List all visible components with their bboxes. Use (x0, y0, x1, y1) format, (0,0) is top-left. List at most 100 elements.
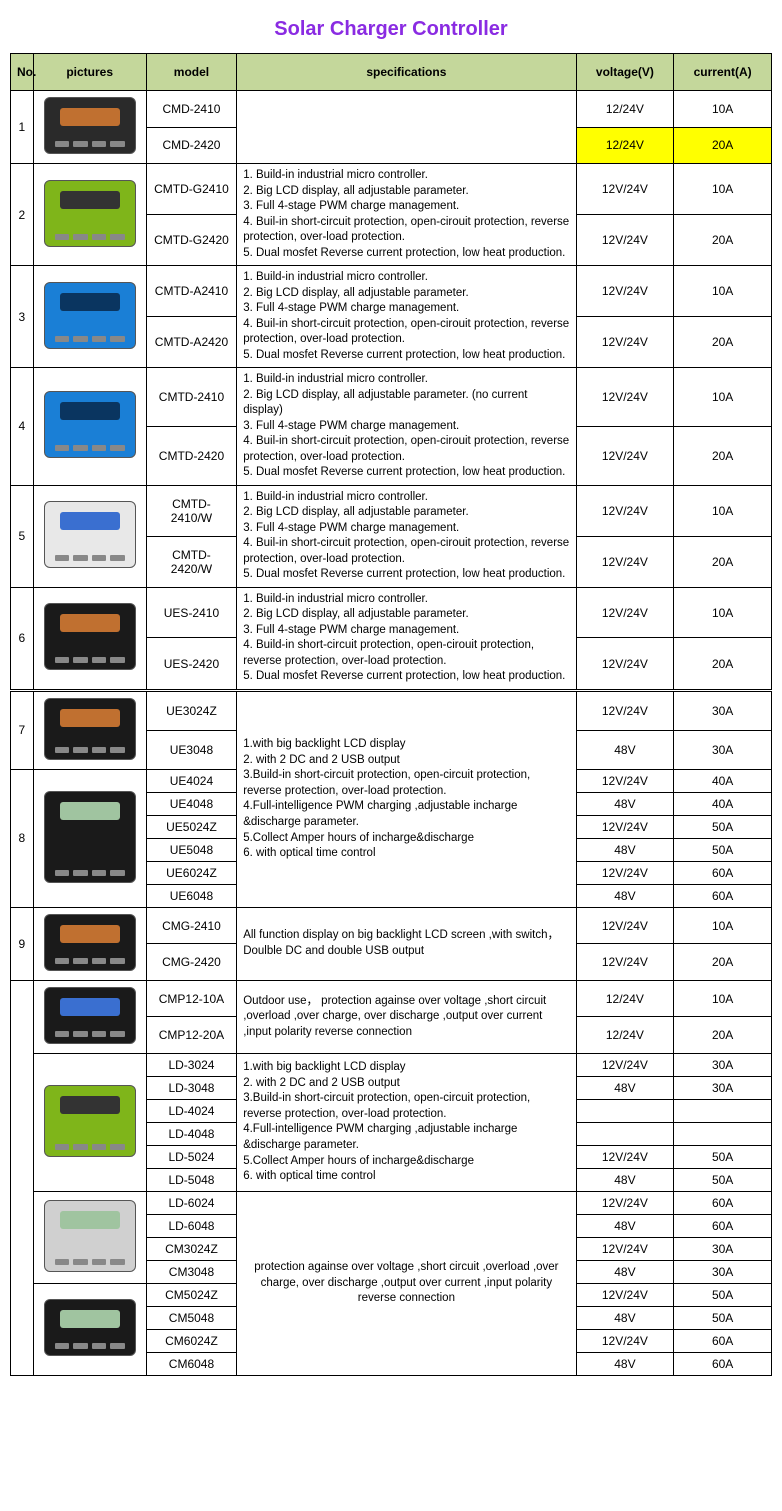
cell-current: 20A (674, 426, 772, 485)
cell-model: UE5048 (146, 838, 236, 861)
cell-model: CMTD-G2410 (146, 164, 236, 215)
cell-spec: Outdoor use， protection againse over vol… (237, 980, 576, 1053)
cell-current: 30A (674, 1260, 772, 1283)
cell-model: LD-5048 (146, 1168, 236, 1191)
cell-model: CM3048 (146, 1260, 236, 1283)
cell-model: CM5024Z (146, 1283, 236, 1306)
cell-spec: All function display on big backlight LC… (237, 907, 576, 980)
cell-current: 10A (674, 266, 772, 317)
cell-current: 20A (674, 536, 772, 587)
cell-voltage: 12V/24V (576, 907, 674, 944)
cell-voltage: 48V (576, 1168, 674, 1191)
table-row: 9 CMG-2410All function display on big ba… (11, 907, 772, 944)
table-row: LD-6024protection againse over voltage ,… (11, 1191, 772, 1214)
cell-voltage: 48V (576, 792, 674, 815)
cell-model: UE6048 (146, 884, 236, 907)
cell-current: 50A (674, 1283, 772, 1306)
product-image (44, 501, 136, 568)
cell-voltage: 12V/24V (576, 638, 674, 691)
cell-model: LD-3048 (146, 1076, 236, 1099)
cell-current: 10A (674, 485, 772, 536)
cell-no: 4 (11, 368, 34, 486)
table-row: CMP12-10AOutdoor use， protection againse… (11, 980, 772, 1017)
cell-current (674, 1122, 772, 1145)
cell-model: CMTD-2410/W (146, 485, 236, 536)
cell-spec: 1. Build-in industrial micro controller.… (237, 485, 576, 587)
cell-voltage: 12V/24V (576, 1237, 674, 1260)
cell-voltage: 12V/24V (576, 861, 674, 884)
cell-model: CM3024Z (146, 1237, 236, 1260)
cell-voltage (576, 1099, 674, 1122)
cell-spec (237, 91, 576, 164)
cell-current: 10A (674, 368, 772, 427)
cell-current: 50A (674, 1168, 772, 1191)
cell-model: CMD-2410 (146, 91, 236, 128)
cell-no: 2 (11, 164, 34, 266)
cell-voltage: 48V (576, 1306, 674, 1329)
cell-spec: 1. Build-in industrial micro controller.… (237, 368, 576, 486)
header-row: No. pictures model specifications voltag… (11, 54, 772, 91)
cell-pic (33, 907, 146, 980)
h-pictures: pictures (33, 54, 146, 91)
cell-voltage (576, 1122, 674, 1145)
product-image (44, 391, 136, 458)
product-image (44, 180, 136, 247)
cell-voltage: 48V (576, 1352, 674, 1375)
h-spec: specifications (237, 54, 576, 91)
cell-voltage: 12V/24V (576, 690, 674, 730)
cell-spec: 1. Build-in industrial micro controller.… (237, 587, 576, 690)
cell-voltage: 12V/24V (576, 1053, 674, 1076)
cell-current: 40A (674, 792, 772, 815)
cell-no: 7 (11, 690, 34, 769)
cell-model: CMG-2420 (146, 944, 236, 981)
h-voltage: voltage(V) (576, 54, 674, 91)
product-image (44, 282, 136, 349)
cell-current: 50A (674, 1306, 772, 1329)
cell-voltage: 12V/24V (576, 368, 674, 427)
cell-pic (33, 164, 146, 266)
cell-voltage: 12/24V (576, 1017, 674, 1054)
cell-spec: 1.with big backlight LCD display2. with … (237, 690, 576, 907)
cell-model: UE5024Z (146, 815, 236, 838)
cell-pic (33, 980, 146, 1053)
table-row: 1 CMD-241012/24V10A (11, 91, 772, 128)
cell-pic (33, 690, 146, 769)
product-table: No. pictures model specifications voltag… (10, 53, 772, 1376)
cell-model: CMP12-10A (146, 980, 236, 1017)
product-image (44, 987, 136, 1044)
cell-voltage: 12V/24V (576, 944, 674, 981)
cell-current: 10A (674, 980, 772, 1017)
cell-no (11, 980, 34, 1375)
cell-model: CMTD-2410 (146, 368, 236, 427)
cell-voltage: 12V/24V (576, 1283, 674, 1306)
cell-voltage: 12V/24V (576, 769, 674, 792)
cell-model: LD-4048 (146, 1122, 236, 1145)
product-image (44, 1299, 136, 1356)
cell-model: CMG-2410 (146, 907, 236, 944)
table-row: 2 CMTD-G24101. Build-in industrial micro… (11, 164, 772, 215)
cell-model: CMTD-2420/W (146, 536, 236, 587)
cell-current: 60A (674, 884, 772, 907)
cell-no: 6 (11, 587, 34, 690)
page-title: Solar Charger Controller (10, 18, 772, 41)
cell-no: 1 (11, 91, 34, 164)
cell-voltage: 12V/24V (576, 587, 674, 637)
cell-current: 20A (674, 638, 772, 691)
cell-voltage: 48V (576, 884, 674, 907)
cell-voltage: 12/24V (576, 91, 674, 128)
product-image (44, 1200, 136, 1272)
cell-model: LD-5024 (146, 1145, 236, 1168)
cell-current: 20A (674, 127, 772, 164)
cell-voltage: 12V/24V (576, 266, 674, 317)
cell-pic (33, 769, 146, 907)
cell-voltage: 48V (576, 1260, 674, 1283)
cell-voltage: 12V/24V (576, 164, 674, 215)
cell-model: UE3024Z (146, 690, 236, 730)
cell-spec: 1. Build-in industrial micro controller.… (237, 164, 576, 266)
cell-model: CMTD-A2410 (146, 266, 236, 317)
cell-current: 50A (674, 838, 772, 861)
cell-current: 30A (674, 1053, 772, 1076)
cell-voltage: 12V/24V (576, 1191, 674, 1214)
cell-pic (33, 485, 146, 587)
cell-pic (33, 1191, 146, 1283)
